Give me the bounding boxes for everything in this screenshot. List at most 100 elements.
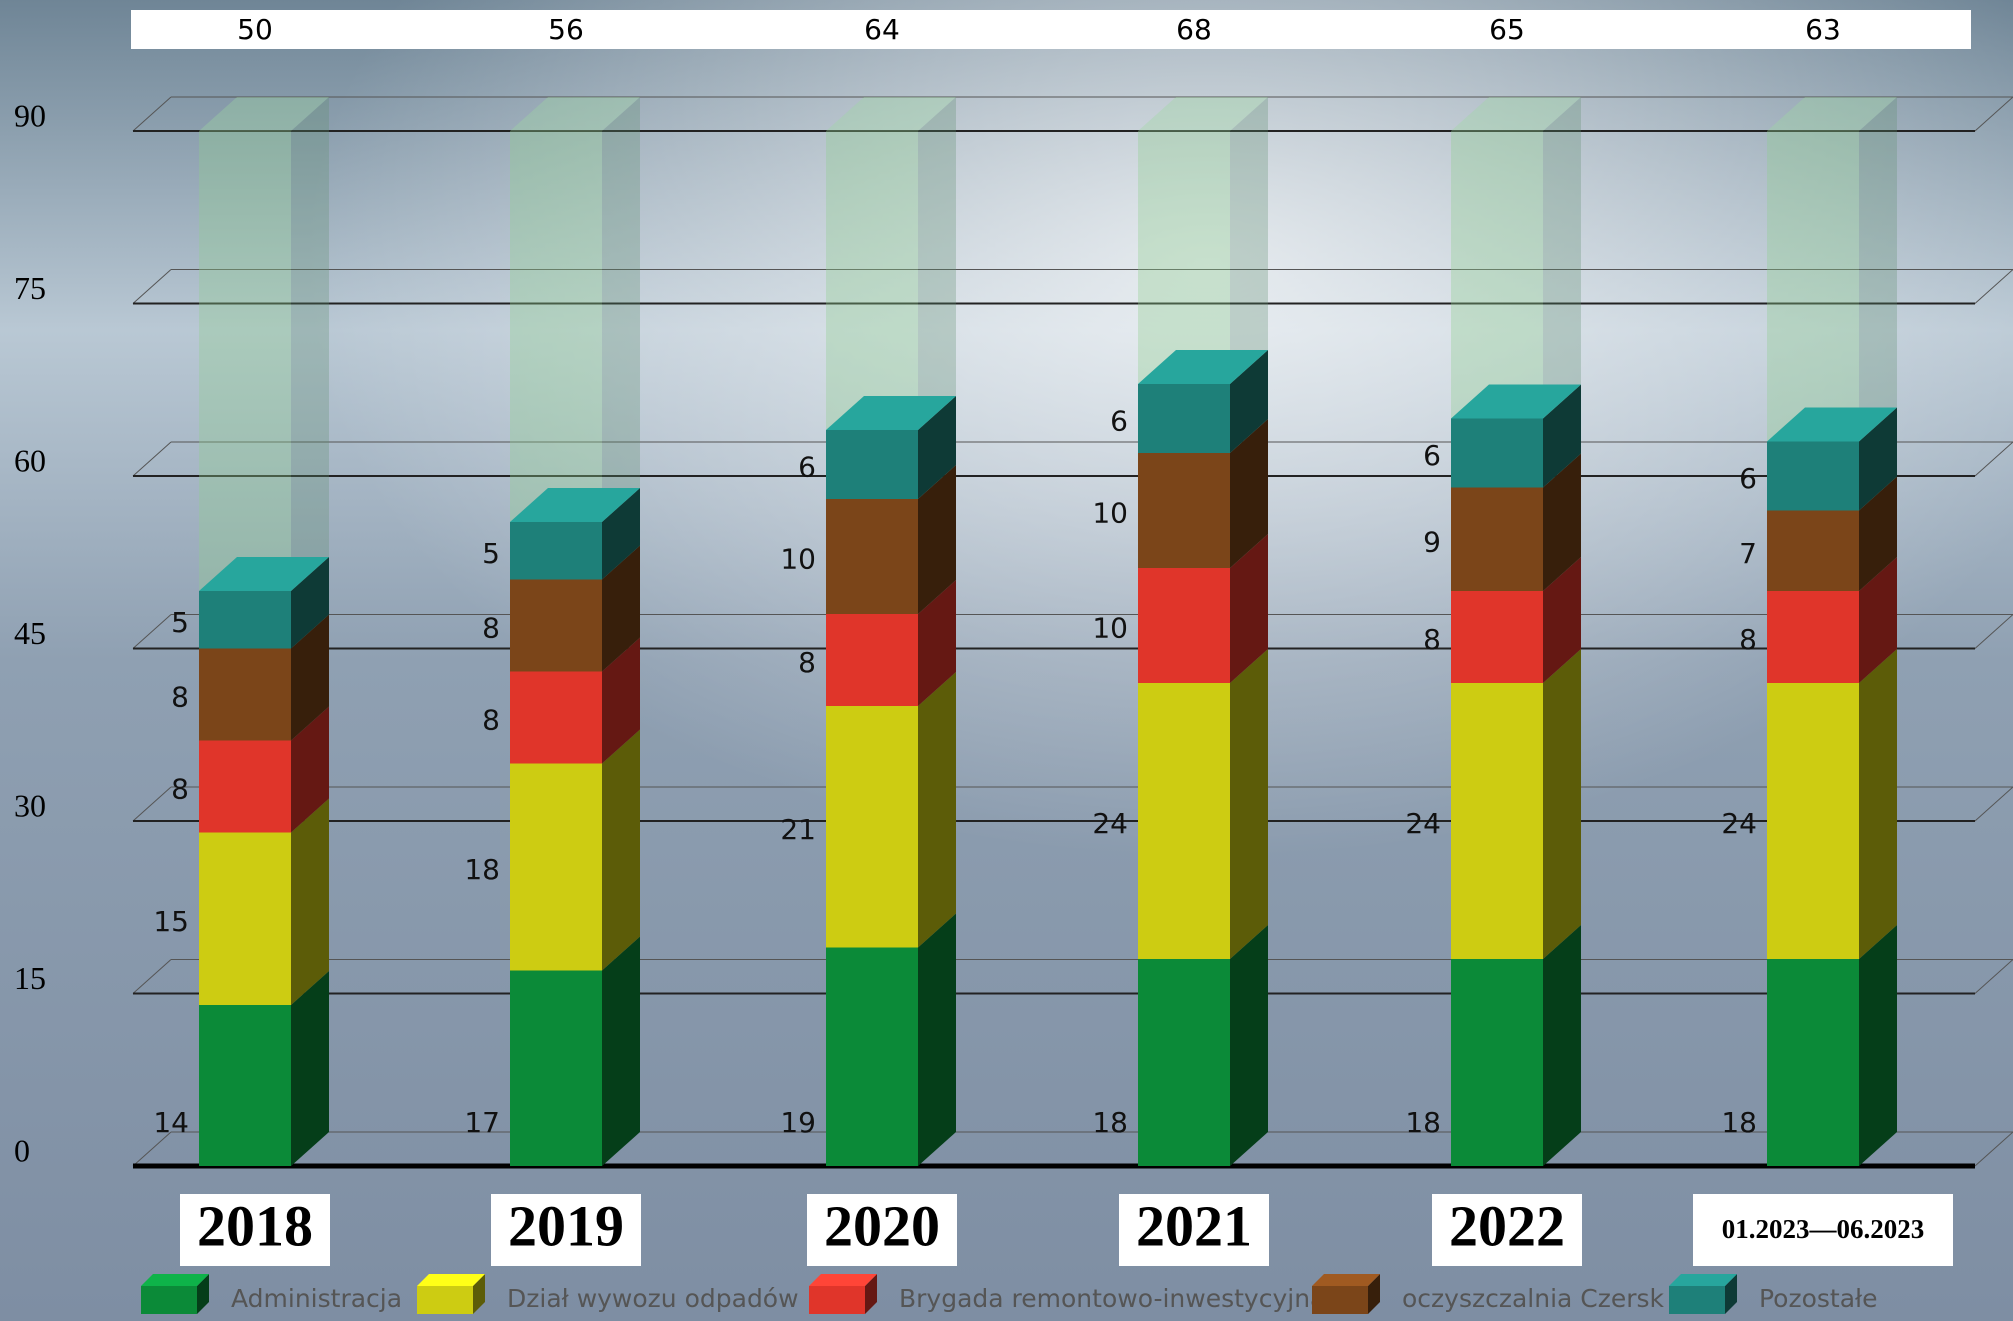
- y-tick-label: 60: [14, 442, 46, 478]
- legend-swatch: [141, 1286, 197, 1314]
- grid-side: [132, 786, 172, 822]
- value-label: 6: [1739, 462, 1757, 495]
- value-label: 10: [1092, 612, 1128, 645]
- bar-segment-side: [1230, 649, 1268, 959]
- bar-segment-side: [1859, 476, 1897, 591]
- value-label: 18: [1405, 1106, 1441, 1139]
- bar-segment-side: [1859, 649, 1897, 959]
- bar-segment-top: [1451, 384, 1581, 419]
- bar-segment-side: [291, 971, 329, 1166]
- x-tick-label: 01.2023—06.2023: [1722, 1214, 1925, 1244]
- bar-segment-side: [291, 557, 329, 649]
- value-label: 18: [1721, 1106, 1757, 1139]
- value-label: 6: [798, 451, 816, 484]
- bar-segment-side: [918, 580, 956, 706]
- bar-segment-side: [1543, 557, 1581, 683]
- x-tick-label: 2019: [508, 1193, 624, 1258]
- bar-segment: [1767, 591, 1859, 683]
- value-label: 18: [464, 853, 500, 886]
- value-label: 24: [1092, 807, 1128, 840]
- bar-segment-side: [1230, 534, 1268, 683]
- y-tick-label: 0: [14, 1132, 30, 1168]
- legend-swatch-top: [809, 1274, 877, 1286]
- legend-swatch-side: [197, 1274, 209, 1314]
- legend-label: Dział wywozu odpadów: [507, 1284, 799, 1313]
- bar-segment: [1767, 441, 1859, 511]
- legend-swatch: [809, 1286, 865, 1314]
- value-label: 10: [780, 543, 816, 576]
- value-label: 8: [171, 773, 189, 806]
- bar-segment: [826, 706, 918, 948]
- bar-segment: [510, 970, 602, 1166]
- bar-segment: [510, 763, 602, 971]
- bar-segment-side: [1543, 649, 1581, 959]
- bar-segment: [199, 591, 291, 649]
- y-tick-label: 45: [14, 615, 46, 651]
- bar-segment: [1138, 384, 1230, 453]
- bar-segment-side: [1230, 350, 1268, 453]
- bar-segment-side: [1543, 384, 1581, 488]
- bar-segment: [1451, 591, 1543, 683]
- value-label: 19: [780, 1106, 816, 1139]
- category-box: [1432, 1194, 1582, 1266]
- bar-segment: [199, 832, 291, 1005]
- bar-segment: [199, 1005, 291, 1166]
- bar-segment-top: [826, 396, 956, 430]
- value-label: 8: [482, 704, 500, 737]
- legend-swatch: [1312, 1286, 1368, 1314]
- bar-segment: [1767, 683, 1859, 959]
- bar-segment: [510, 522, 602, 580]
- grid-side: [1974, 959, 2013, 994]
- ghost-column-top: [826, 97, 956, 131]
- category-box: [180, 1194, 330, 1266]
- x-tick-label: 2022: [1449, 1193, 1565, 1258]
- value-label: 5: [171, 606, 189, 639]
- ghost-column-top: [1451, 97, 1581, 131]
- value-label: 8: [1423, 623, 1441, 656]
- bar-segment: [1767, 510, 1859, 591]
- bar-segment: [1451, 418, 1543, 488]
- x-tick-label: 2021: [1136, 1193, 1252, 1258]
- bar-segment-side: [918, 913, 956, 1166]
- bar-segment-side: [1859, 407, 1897, 511]
- bar-segment: [510, 671, 602, 764]
- total-label: 63: [1805, 13, 1841, 46]
- value-label: 6: [1110, 405, 1128, 438]
- x-tick-label: 2018: [197, 1193, 313, 1258]
- grid-side: [132, 96, 172, 132]
- value-label: 14: [153, 1106, 189, 1139]
- value-label: 15: [153, 905, 189, 938]
- value-label: 5: [482, 537, 500, 570]
- total-label: 50: [237, 13, 273, 46]
- bar-segment-side: [1859, 557, 1897, 683]
- bar-segment-side: [602, 936, 640, 1166]
- total-label: 56: [548, 13, 584, 46]
- bar-segment: [1138, 683, 1230, 959]
- bar-segment-side: [602, 637, 640, 764]
- category-box: [491, 1194, 641, 1266]
- bar-segment-side: [602, 729, 640, 971]
- legend-label: Pozostałe: [1759, 1284, 1878, 1313]
- value-label: 8: [798, 646, 816, 679]
- category-box: [807, 1194, 957, 1266]
- total-label: 68: [1176, 13, 1212, 46]
- legend-swatch-side: [1725, 1274, 1737, 1314]
- value-label: 24: [1405, 807, 1441, 840]
- legend-label: Administracja: [231, 1284, 402, 1313]
- bar-segment-side: [1859, 925, 1897, 1166]
- bar-segment-top: [199, 557, 329, 591]
- bar-segment: [199, 740, 291, 833]
- value-label: 6: [1423, 439, 1441, 472]
- bar-segment-top: [510, 488, 640, 522]
- value-label: 7: [1739, 537, 1757, 570]
- ghost-column-top: [510, 97, 640, 131]
- value-label: 8: [482, 612, 500, 645]
- total-label: 64: [864, 13, 900, 46]
- bar-segment: [510, 579, 602, 672]
- bar-segment: [1138, 453, 1230, 568]
- bar-segment: [1138, 959, 1230, 1166]
- value-label: 10: [1092, 497, 1128, 530]
- legend-swatch-top: [141, 1274, 209, 1286]
- bar-segment-side: [291, 614, 329, 741]
